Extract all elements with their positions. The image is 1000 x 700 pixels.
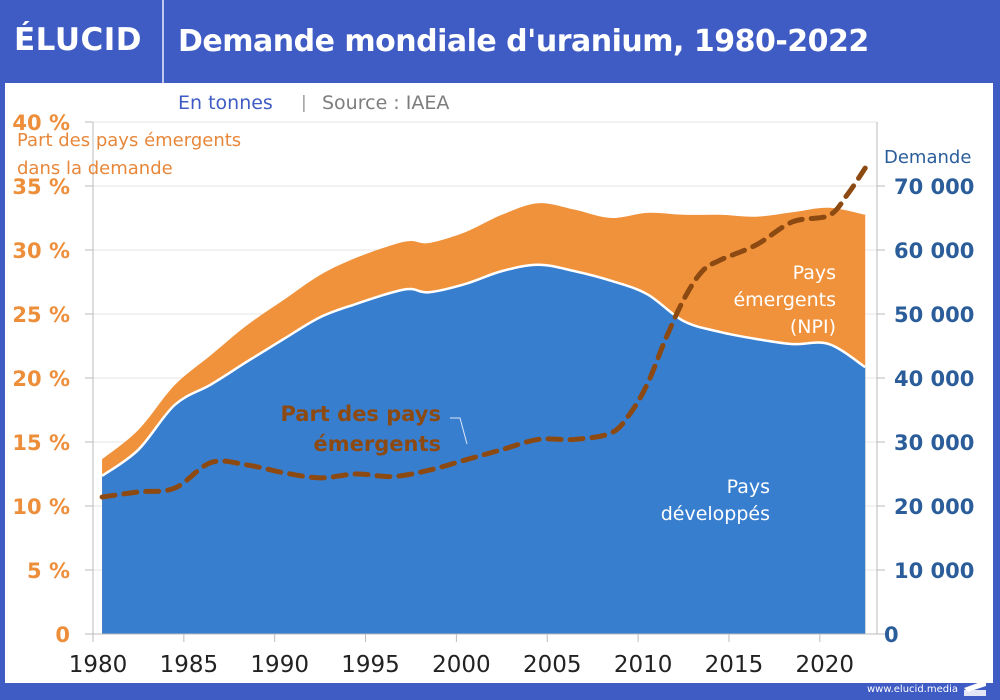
header: ÉLUCID Demande mondiale d'uranium, 1980-… [0,0,1000,83]
x-axis-tick-label: 2005 [523,652,582,678]
share-line-group [99,165,868,500]
right-axis-tick-label: 70 000 [894,175,974,199]
left-axis-tick-label: 20 % [12,367,70,391]
x-axis-tick-label: 2020 [796,652,855,678]
footer-url[interactable]: www.elucid.media [866,684,958,695]
emerging-label-line1: Pays [793,262,836,284]
left-axis-tick-label: 35 % [12,175,70,199]
subtitle-source: Source : IAEA [322,92,449,114]
right-axis-tick-label: 40 000 [894,367,974,391]
chart-title: Demande mondiale d'uranium, 1980-2022 [178,24,869,59]
left-axis-tick-label: 40 % [12,111,70,135]
x-axis-tick-label: 1995 [341,652,400,678]
right-axis-title: Demande [884,147,971,168]
axes [85,121,885,642]
subtitle-unit: En tonnes [178,92,273,114]
left-axis-tick-label: 25 % [12,303,70,327]
share-annotation-leader [450,417,468,445]
area-separator [101,263,866,477]
x-axis-tick-label: 2015 [705,652,764,678]
share-annotation-line1: Part des pays [280,402,441,426]
elucid-mark-icon [964,680,986,696]
tick-labels: 0 5 % 10 % 15 % 20 % 25 % 30 % 35 % 40 % 0 10 000 2… [12,111,974,678]
emerging-label-line2: émergents [733,289,836,311]
left-axis-tick-label: 0 [55,623,70,647]
subtitle-separator: | [301,93,307,113]
developed-label-line2: développés [661,503,770,525]
share-line [99,165,868,500]
left-axis-tick-label: 30 % [12,239,70,263]
left-axis-title-line2: dans la demande [17,158,173,179]
area-developed [102,264,866,634]
right-axis-tick-label: 0 [884,623,899,647]
elucid-logo: ÉLUCID [14,22,143,58]
x-axis-tick-label: 2000 [432,652,491,678]
x-axis-tick-label: 1985 [160,652,219,678]
right-axis-tick-label: 50 000 [894,303,974,327]
left-axis-title-line1: Part des pays émergents [17,130,241,151]
left-axis-tick-label: 5 % [27,559,70,583]
right-axis-tick-label: 60 000 [894,239,974,263]
share-annotation-line2: émergents [314,432,442,456]
x-axis-tick-label: 1990 [250,652,309,678]
developed-label-line1: Pays [727,476,770,498]
labels: En tonnes | Source : IAEA Part des pays … [17,92,971,525]
areas [101,203,866,635]
x-axis-tick-label: 1980 [69,652,128,678]
right-axis-tick-label: 30 000 [894,431,974,455]
header-divider [162,0,164,83]
right-axis-tick-label: 10 000 [894,559,974,583]
x-axis-tick-label: 2010 [614,652,673,678]
left-axis-tick-label: 15 % [12,431,70,455]
right-axis-tick-label: 20 000 [894,495,974,519]
emerging-label-line3: (NPI) [790,316,836,338]
left-axis-tick-label: 10 % [12,495,70,519]
